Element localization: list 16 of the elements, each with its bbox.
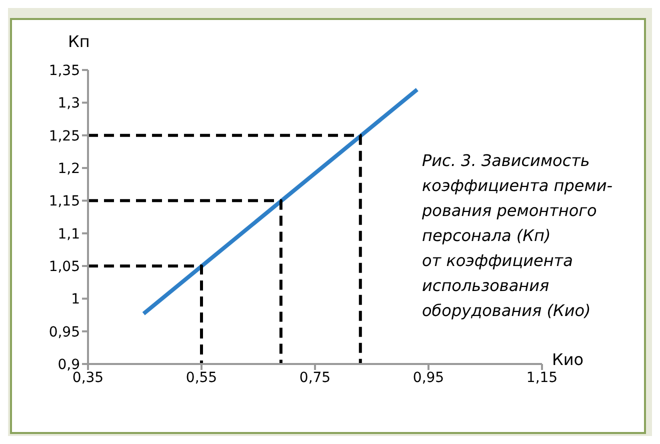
y-tick-label: 1,2 (58, 160, 80, 177)
x-tick-label: 0,95 (412, 370, 444, 386)
y-tick-label: 1,25 (48, 128, 80, 144)
y-tick-label: 0,95 (48, 324, 80, 340)
y-tick-label: 1,3 (58, 96, 80, 112)
y-tick-label: 1,05 (48, 258, 80, 275)
x-axis-title: Кио (552, 350, 584, 369)
x-tick-label: 0,55 (186, 370, 218, 386)
y-tick-label: 1 (71, 292, 80, 308)
y-tick-label: 1,35 (48, 62, 80, 79)
y-tick-label: 1,15 (48, 194, 80, 210)
x-tick-label: 0,75 (299, 370, 331, 386)
y-axis-title: Кп (68, 32, 90, 51)
annotation: Рис. 3. Зависимость коэффициента преми-рования ремонтного персонала (Кп) от коэффициента использования оборудования (Кио) (422, 150, 614, 322)
x-tick-label: 1,15 (526, 370, 558, 386)
y-tick-label: 1,1 (58, 226, 80, 242)
